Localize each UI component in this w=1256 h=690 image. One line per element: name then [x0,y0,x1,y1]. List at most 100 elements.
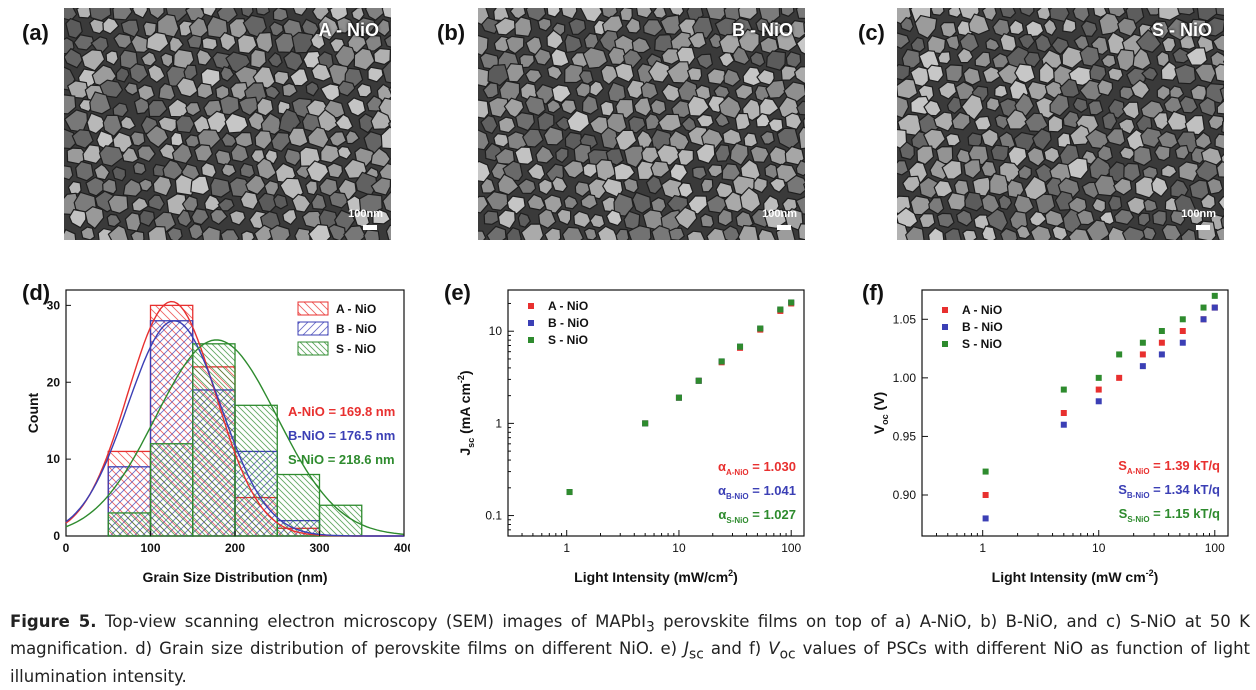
data-point [1060,386,1067,393]
data-point [1116,374,1123,381]
panel-label-f: (f) [862,280,884,305]
panel-label-c: (c) [858,20,885,45]
caption-jsc: J [684,639,690,659]
x-axis-label: Grain Size Distribution (nm) [142,569,327,585]
data-point [1211,304,1218,311]
data-point [1179,316,1186,323]
x-tick-label: 10 [672,541,686,555]
legend-marker [528,303,534,309]
caption-text-2: perovskite films on top of a) A-NiO, b) … [10,612,1250,659]
data-point [1060,410,1067,416]
data-point [982,515,989,522]
data-point [1200,304,1207,311]
caption-sub: 3 [645,619,655,636]
figure-caption: Figure 5. Top-view scanning electron mic… [10,611,1250,688]
legend-marker [942,307,948,313]
caption-voc: V [768,639,780,659]
data-point [982,468,989,475]
data-point [982,492,989,498]
data-point [757,325,764,332]
data-point [1158,351,1165,358]
x-tick-label: 1 [563,541,570,555]
slope-annotation: SA-NiO = 1.39 kT/q [1118,458,1220,476]
data-point [1095,386,1102,393]
scale-bar-label: 100nm [762,208,797,220]
histogram-bar [276,473,321,537]
data-point [1060,421,1067,428]
mean-size-label: A-NiO = 169.8 nm [288,404,395,419]
panel-label-b: (b) [437,20,466,45]
y-tick-label: 1 [495,416,502,430]
caption-figure-number: Figure 5. [10,612,97,631]
legend-swatch [297,341,329,356]
legend-entry: A - NiO [336,302,376,316]
x-tick-label: 100 [140,541,160,555]
data-point [777,306,784,313]
gaussian-fit-curve [65,320,404,537]
histogram-bar [318,504,363,537]
x-axis-label: Light Intensity (mW cm-2) [992,568,1159,585]
legend-entry: A - NiO [548,299,588,313]
data-point [1158,328,1165,334]
legend-entry: B - NiO [336,322,377,336]
histogram-bar [149,443,194,537]
y-tick-label: 0 [53,529,60,543]
y-tick-label: 30 [47,298,61,312]
data-point [737,343,744,350]
mean-size-label: S-NiO = 218.6 nm [288,452,395,467]
caption-voc-sub: oc [779,646,796,663]
caption-text-3: and f) [703,639,769,659]
data-point [1179,339,1186,346]
histogram-bar [192,343,236,537]
slope-annotation: αB-NiO = 1.041 [718,483,796,501]
panel-label-d: (d) [22,280,51,305]
x-tick-label: 200 [225,541,245,555]
plot-frame [507,289,805,537]
panel-label-a: (a) [22,20,49,45]
slope-annotation: αS-NiO = 1.027 [718,507,796,525]
data-point [1095,374,1102,381]
y-axis-label: Count [25,392,41,433]
y-tick-label: 10 [489,324,503,338]
sem-tag-b: B - NiO [732,20,793,40]
slope-annotation: αA-NiO = 1.030 [718,459,796,477]
data-point [1095,398,1102,405]
y-tick-label: 0.1 [485,509,502,523]
legend-entry: S - NiO [548,333,588,347]
sem-grain-texture [64,8,391,240]
sem-image-c: S - NiO 100nm [897,8,1224,240]
x-tick-label: 1 [979,541,986,555]
legend-entry: S - NiO [962,337,1002,351]
sem-image-a: A - NiO 100nm [64,8,391,240]
caption-text-4: values of PSCs with different NiO as fun… [10,639,1250,686]
legend-marker [528,320,534,326]
grain-size-histogram: 0 100 200 300 400 0 10 20 30 Grain Size Distribut… [25,289,410,585]
x-tick-label: 300 [309,541,329,555]
data-point [788,299,795,306]
data-point [1139,363,1146,370]
data-point [1211,292,1218,299]
x-axis-label: Light Intensity (mW/cm2) [574,568,738,585]
jsc-intensity-chart: 1 10 100 0.1 1 10 Light Intensity (mW/cm2) Jsc … [456,289,805,585]
data-point [1139,351,1146,358]
caption-text-1: Top-view scanning electron microscopy (S… [96,612,646,631]
legend-entry: B - NiO [962,320,1003,334]
y-tick-label: 10 [47,452,61,466]
data-point [718,358,725,365]
y-axis-label: Voc (V) [871,392,890,434]
data-point [1139,339,1146,346]
scale-bar [363,225,377,230]
x-tick-label: 100 [1205,541,1225,555]
y-tick-label: 0.90 [893,488,917,502]
sem-tag-a: A - NiO [318,20,379,40]
sem-grain-texture [478,8,805,240]
scale-bar [1196,225,1210,230]
plot-frame [921,289,1229,537]
legend-entry: A - NiO [962,303,1002,317]
voc-intensity-chart: 1 10 100 0.90 0.95 1.00 1.05 Light Intensity (m… [871,289,1229,585]
data-point [642,420,649,427]
x-tick-label: 10 [1092,541,1106,555]
data-point [1179,328,1186,334]
caption-jsc-sub: sc [689,646,704,663]
data-point [1116,351,1123,358]
